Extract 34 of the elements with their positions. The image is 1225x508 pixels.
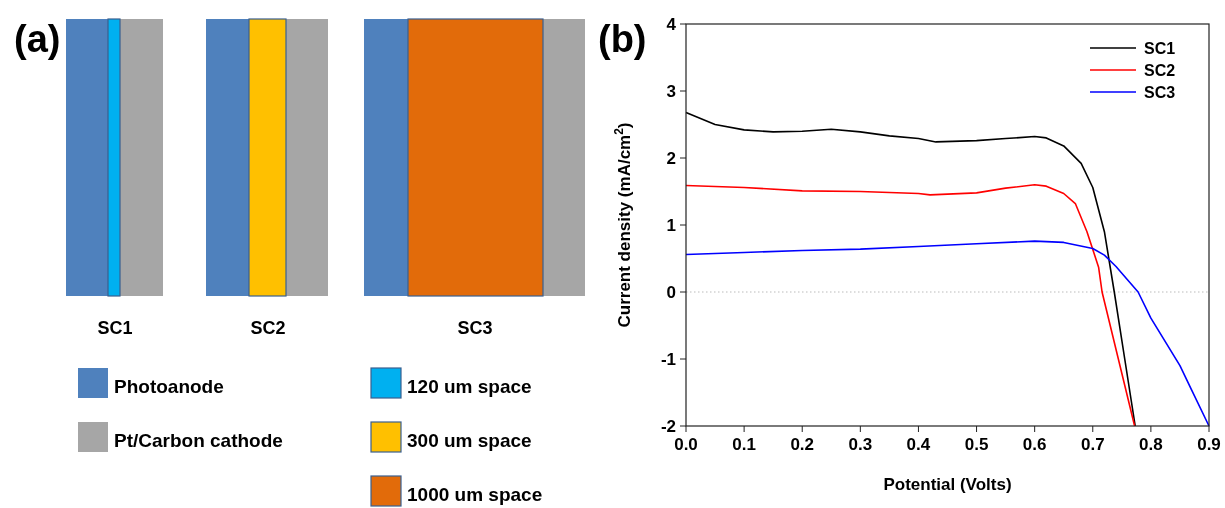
y-tick-label: 3 — [666, 82, 676, 101]
x-tick-label: 0.4 — [906, 435, 931, 454]
x-tick-label: 0.5 — [964, 435, 989, 454]
y-tick-label: -2 — [660, 417, 676, 436]
y-tick-label: 1 — [666, 216, 676, 235]
legend-label: SC2 — [1144, 62, 1176, 79]
line-series — [685, 111, 1136, 427]
x-tick-label: 0.2 — [790, 435, 815, 454]
text: SC2 — [250, 318, 286, 338]
x-tick-label: 0.1 — [732, 435, 756, 454]
x-tick-label: 0.8 — [1139, 435, 1163, 454]
x-tick-label: 0.7 — [1080, 435, 1105, 454]
text: 300 um space — [407, 430, 532, 451]
text: Pt/Carbon cathode — [114, 430, 283, 451]
y-tick-label: -1 — [660, 350, 676, 369]
text: Photoanode — [114, 376, 224, 397]
y-tick-label: 4 — [666, 15, 677, 34]
text: (a) — [14, 18, 61, 60]
x-tick-label: 0.9 — [1197, 435, 1221, 454]
line-series — [685, 184, 1136, 427]
x-tick-label: 0.0 — [674, 435, 698, 454]
x-tick-label: 0.3 — [848, 435, 873, 454]
chart-title: (b) — [598, 18, 647, 60]
y-tick-label: 0 — [666, 283, 676, 302]
text: SC1 — [97, 318, 133, 338]
y-tick-label: 2 — [666, 149, 676, 168]
text: SC3 — [457, 318, 493, 338]
x-tick-label: 0.6 — [1022, 435, 1047, 454]
legend-label: SC1 — [1144, 40, 1176, 57]
text: 1000 um space — [407, 484, 543, 505]
legend-label: SC3 — [1144, 84, 1176, 101]
text: 120 um space — [407, 376, 532, 397]
x-axis-title: Potential (Volts) — [883, 475, 1012, 494]
line-series — [685, 240, 1210, 427]
